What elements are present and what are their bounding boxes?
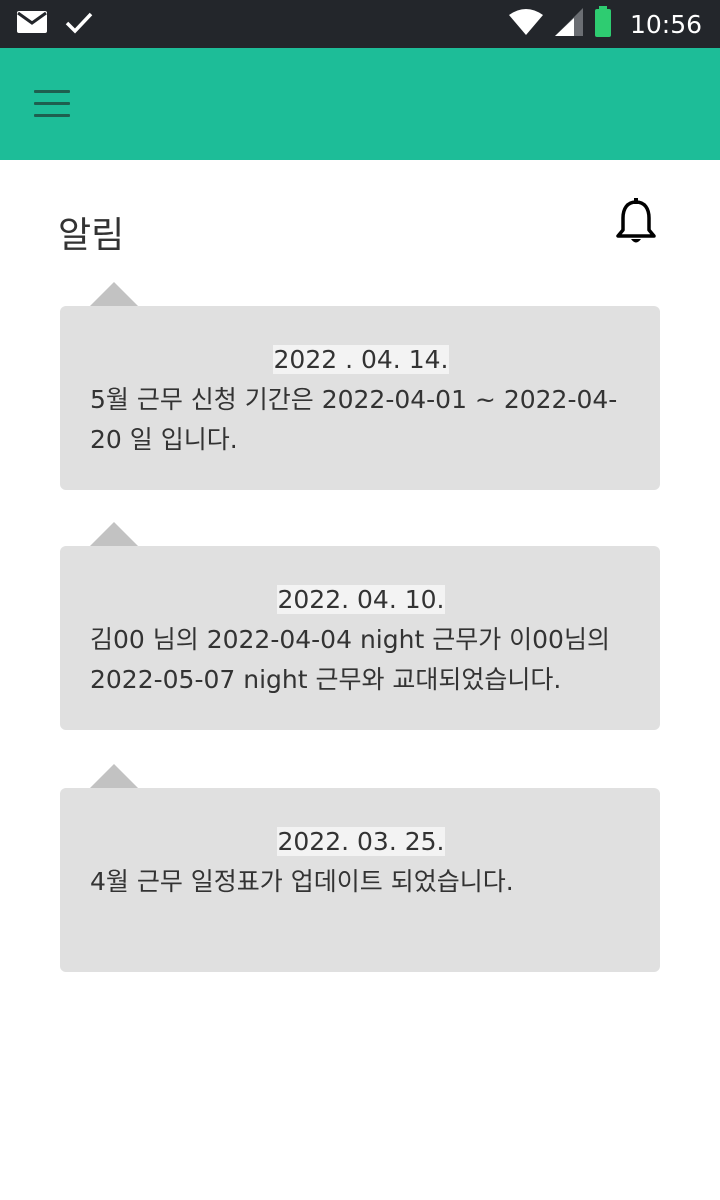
mail-icon [16, 10, 48, 38]
status-bar: 10:56 [0, 0, 720, 48]
notification-date: 2022 . 04. 14. [272, 345, 450, 374]
bell-icon[interactable] [614, 198, 658, 248]
app-bar [0, 48, 720, 160]
notification-card[interactable]: 2022 . 04. 14. 5월 근무 신청 기간은 2022-04-01 ~… [60, 306, 660, 490]
notification-pointer [90, 522, 138, 546]
signal-icon [554, 7, 584, 41]
page-title: 알림 [58, 215, 125, 256]
notification-message: 4월 근무 일정표가 업데이트 되었습니다. [90, 867, 514, 896]
notification-pointer [90, 764, 138, 788]
wifi-icon [508, 7, 544, 41]
status-time: 10:56 [629, 9, 702, 39]
hamburger-menu-icon[interactable] [28, 84, 76, 124]
notification-date: 2022. 04. 10. [276, 585, 446, 614]
notification-message: 5월 근무 신청 기간은 2022-04-01 ~ 2022-04-20 일 입… [90, 385, 618, 454]
notification-date: 2022. 03. 25. [276, 827, 446, 856]
battery-icon [594, 6, 612, 42]
notification-card[interactable]: 2022. 03. 25. 4월 근무 일정표가 업데이트 되었습니다. [60, 788, 660, 972]
notification-card[interactable]: 2022. 04. 10. 김00 님의 2022-04-04 night 근무… [60, 546, 660, 730]
check-icon [64, 10, 94, 38]
notification-pointer [90, 282, 138, 306]
notification-message: 김00 님의 2022-04-04 night 근무가 이00님의 2022-0… [90, 625, 610, 694]
